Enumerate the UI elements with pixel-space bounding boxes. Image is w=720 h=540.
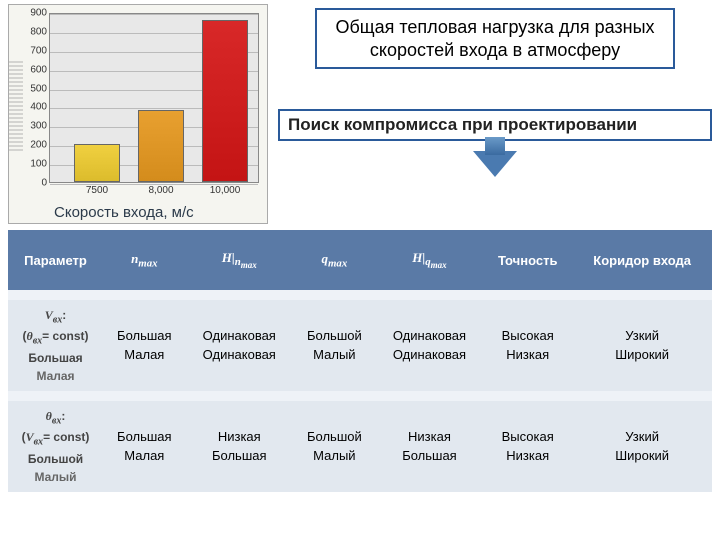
cell: ВысокаяНизкая xyxy=(483,401,572,492)
y-tick: 900 xyxy=(9,8,47,19)
col-H-qmax: H|qmax xyxy=(376,230,483,290)
y-tick: 300 xyxy=(9,121,47,132)
y-tick: 100 xyxy=(9,159,47,170)
bar xyxy=(138,110,184,182)
table-row: Vвх: (θвх= const) Большая Малая БольшаяМ… xyxy=(8,300,712,391)
col-corridor: Коридор входа xyxy=(572,230,712,290)
bar xyxy=(202,20,248,182)
bar xyxy=(74,144,120,182)
y-tick: 500 xyxy=(9,83,47,94)
cell: УзкийШирокий xyxy=(572,300,712,391)
cell: ВысокаяНизкая xyxy=(483,300,572,391)
bar-chart: 75008,00010,000 Скорость входа, м/c 0100… xyxy=(8,4,268,224)
cell: БольшаяМалая xyxy=(103,300,186,391)
y-tick: 600 xyxy=(9,64,47,75)
col-parametr: Параметр xyxy=(8,230,103,290)
cell: НизкаяБольшая xyxy=(186,401,293,492)
y-tick: 400 xyxy=(9,102,47,113)
tradeoff-table: Параметр nmax H|nmax qmax H|qmax Точност… xyxy=(8,230,712,492)
chart-plot-area: 75008,00010,000 xyxy=(49,13,259,183)
col-H-nmax: H|nmax xyxy=(186,230,293,290)
row2-head: θвх: (Vвх= const) Большой Малый xyxy=(8,401,103,492)
cell: ОдинаковаяОдинаковая xyxy=(376,300,483,391)
x-tick: 8,000 xyxy=(148,185,173,196)
cell: ОдинаковаяОдинаковая xyxy=(186,300,293,391)
row1-head: Vвх: (θвх= const) Большая Малая xyxy=(8,300,103,391)
col-accuracy: Точность xyxy=(483,230,572,290)
arrow-down-icon xyxy=(473,151,517,177)
table-header-row: Параметр nmax H|nmax qmax H|qmax Точност… xyxy=(8,230,712,290)
tradeoff-table-container: Параметр nmax H|nmax qmax H|qmax Точност… xyxy=(0,230,720,500)
cell: БольшойМалый xyxy=(293,401,376,492)
cell: БольшаяМалая xyxy=(103,401,186,492)
table-row: θвх: (Vвх= const) Большой Малый БольшаяМ… xyxy=(8,401,712,492)
y-tick: 700 xyxy=(9,45,47,56)
col-nmax: nmax xyxy=(103,230,186,290)
y-tick: 200 xyxy=(9,140,47,151)
cell: НизкаяБольшая xyxy=(376,401,483,492)
x-axis-label: Скорость входа, м/c xyxy=(54,204,194,221)
col-qmax: qmax xyxy=(293,230,376,290)
y-tick: 800 xyxy=(9,26,47,37)
cell: УзкийШирокий xyxy=(572,401,712,492)
cell: БольшойМалый xyxy=(293,300,376,391)
chart-title-box: Общая тепловая нагрузка для разных скоро… xyxy=(315,8,675,69)
x-tick: 7500 xyxy=(86,185,108,196)
x-tick: 10,000 xyxy=(210,185,241,196)
y-tick: 0 xyxy=(9,178,47,189)
